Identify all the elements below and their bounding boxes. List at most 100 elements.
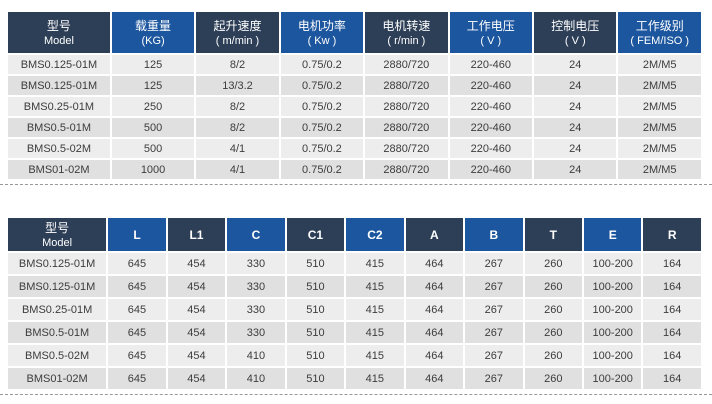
table-row: BMS0.5-01M 645 454 330 510 415 464 267 260 100-20… <box>8 322 701 343</box>
table-row: BMS0.25-01M 645 454 330 510 415 464 267 260 100-2… <box>8 299 701 320</box>
value-cell: 330 <box>227 276 285 297</box>
value-cell: 8/2 <box>196 97 279 116</box>
value-cell: 2M/M5 <box>618 55 701 74</box>
model-cell: BMS01-02M <box>8 160 110 179</box>
table-row: BMS0.5-02M 645 454 410 510 415 464 267 260 100-20… <box>8 345 701 366</box>
value-cell: 0.75/0.2 <box>280 160 364 179</box>
value-cell: 500 <box>111 118 195 137</box>
value-cell: 510 <box>286 322 345 343</box>
value-cell: 645 <box>108 276 166 297</box>
column-header-lifting-speed: 起升速度( m/min ) <box>196 12 279 53</box>
value-cell: 454 <box>167 345 226 366</box>
value-cell: 410 <box>227 368 285 389</box>
value-cell: 100-200 <box>584 253 642 274</box>
column-subtitle: Model <box>42 236 73 249</box>
model-cell: BMS0.5-02M <box>8 139 110 158</box>
column-header-t: T <box>524 218 582 251</box>
column-title: E <box>608 227 617 242</box>
column-header-l1: L1 <box>167 218 226 251</box>
column-subtitle: Model <box>43 34 74 47</box>
value-cell: 100-200 <box>584 368 642 389</box>
column-header-working-class: 工作级别( FEM/ISO ) <box>618 12 701 53</box>
value-cell: 2880/720 <box>365 55 448 74</box>
column-subtitle: ( m/min ) <box>215 34 260 47</box>
column-title: 工作电压 <box>466 18 515 33</box>
value-cell: 454 <box>167 276 226 297</box>
column-header-e: E <box>584 218 642 251</box>
value-cell: 260 <box>524 345 582 366</box>
column-title: 控制电压 <box>551 18 600 33</box>
column-title: 工作级别 <box>635 18 684 33</box>
value-cell: 464 <box>405 253 464 274</box>
value-cell: 24 <box>534 160 617 179</box>
model-cell: BMS0.125-01M <box>8 55 110 74</box>
value-cell: 2880/720 <box>365 160 448 179</box>
column-header-a: A <box>405 218 464 251</box>
value-cell: 8/2 <box>196 118 279 137</box>
value-cell: 645 <box>108 253 166 274</box>
model-cell: BMS01-02M <box>8 368 107 389</box>
column-header-model: 型号 Model <box>8 218 107 251</box>
value-cell: 2M/M5 <box>618 76 701 95</box>
model-cell: BMS0.5-01M <box>8 322 107 343</box>
column-title: 型号 <box>46 18 71 33</box>
value-cell: 2880/720 <box>365 76 448 95</box>
value-cell: 410 <box>227 345 285 366</box>
value-cell: 464 <box>405 368 464 389</box>
table-row: BMS0.125-01M 645 454 330 510 415 464 267 260 100-… <box>8 276 701 297</box>
value-cell: 13/3.2 <box>196 76 279 95</box>
value-cell: 415 <box>346 322 404 343</box>
column-title: 起升速度 <box>213 18 262 33</box>
value-cell: 24 <box>534 76 617 95</box>
value-cell: 267 <box>465 299 523 320</box>
value-cell: 164 <box>643 253 701 274</box>
column-title: 电机转速 <box>382 18 431 33</box>
value-cell: 125 <box>111 76 195 95</box>
column-header-b: B <box>465 218 523 251</box>
column-subtitle: ( V ) <box>564 34 586 47</box>
value-cell: 164 <box>643 368 701 389</box>
value-cell: 454 <box>167 299 226 320</box>
column-header-control-voltage: 控制电压( V ) <box>534 12 617 53</box>
column-title: C1 <box>307 227 324 242</box>
column-subtitle: (KG) <box>141 34 165 47</box>
value-cell: 0.75/0.2 <box>280 97 364 116</box>
column-title: T <box>549 227 557 242</box>
value-cell: 454 <box>167 368 226 389</box>
value-cell: 220-460 <box>449 97 533 116</box>
value-cell: 500 <box>111 139 195 158</box>
column-header-c2: C2 <box>346 218 404 251</box>
value-cell: 24 <box>534 97 617 116</box>
header-row: 型号 Model L L1 C C1 C2 A B T E R <box>8 218 701 251</box>
model-cell: BMS0.5-01M <box>8 118 110 137</box>
column-header-model: 型号 Model <box>8 12 110 53</box>
value-cell: 464 <box>405 299 464 320</box>
table-row: BMS0.5-02M 500 4/1 0.75/0.2 2880/720 220-460 2… <box>8 139 701 158</box>
value-cell: 330 <box>227 322 285 343</box>
table-row: BMS0.125-01M 125 13/3.2 0.75/0.2 2880/720 220… <box>8 76 701 95</box>
value-cell: 260 <box>524 253 582 274</box>
model-cell: BMS0.125-01M <box>8 276 107 297</box>
value-cell: 267 <box>465 322 523 343</box>
value-cell: 2880/720 <box>365 118 448 137</box>
value-cell: 454 <box>167 322 226 343</box>
column-subtitle: ( Kw ) <box>307 34 337 47</box>
column-header-motor-power: 电机功率( Kw ) <box>280 12 364 53</box>
value-cell: 125 <box>111 55 195 74</box>
value-cell: 8/2 <box>196 55 279 74</box>
value-cell: 24 <box>534 55 617 74</box>
column-title: 电机功率 <box>297 18 346 33</box>
header-row: 型号 Model 载重量 (KG) 起升速度( m/min ) 电机功率( Kw ) 电机转… <box>8 12 701 53</box>
value-cell: 510 <box>286 276 345 297</box>
value-cell: 220-460 <box>449 76 533 95</box>
value-cell: 164 <box>643 345 701 366</box>
value-cell: 100-200 <box>584 276 642 297</box>
value-cell: 267 <box>465 253 523 274</box>
value-cell: 260 <box>524 322 582 343</box>
specification-table: 型号 Model 载重量 (KG) 起升速度( m/min ) 电机功率( Kw ) 电机转… <box>6 10 703 181</box>
value-cell: 415 <box>346 299 404 320</box>
dashed-divider-bottom <box>0 394 712 395</box>
column-subtitle: ( V ) <box>480 34 502 47</box>
value-cell: 2M/M5 <box>618 97 701 116</box>
value-cell: 260 <box>524 368 582 389</box>
